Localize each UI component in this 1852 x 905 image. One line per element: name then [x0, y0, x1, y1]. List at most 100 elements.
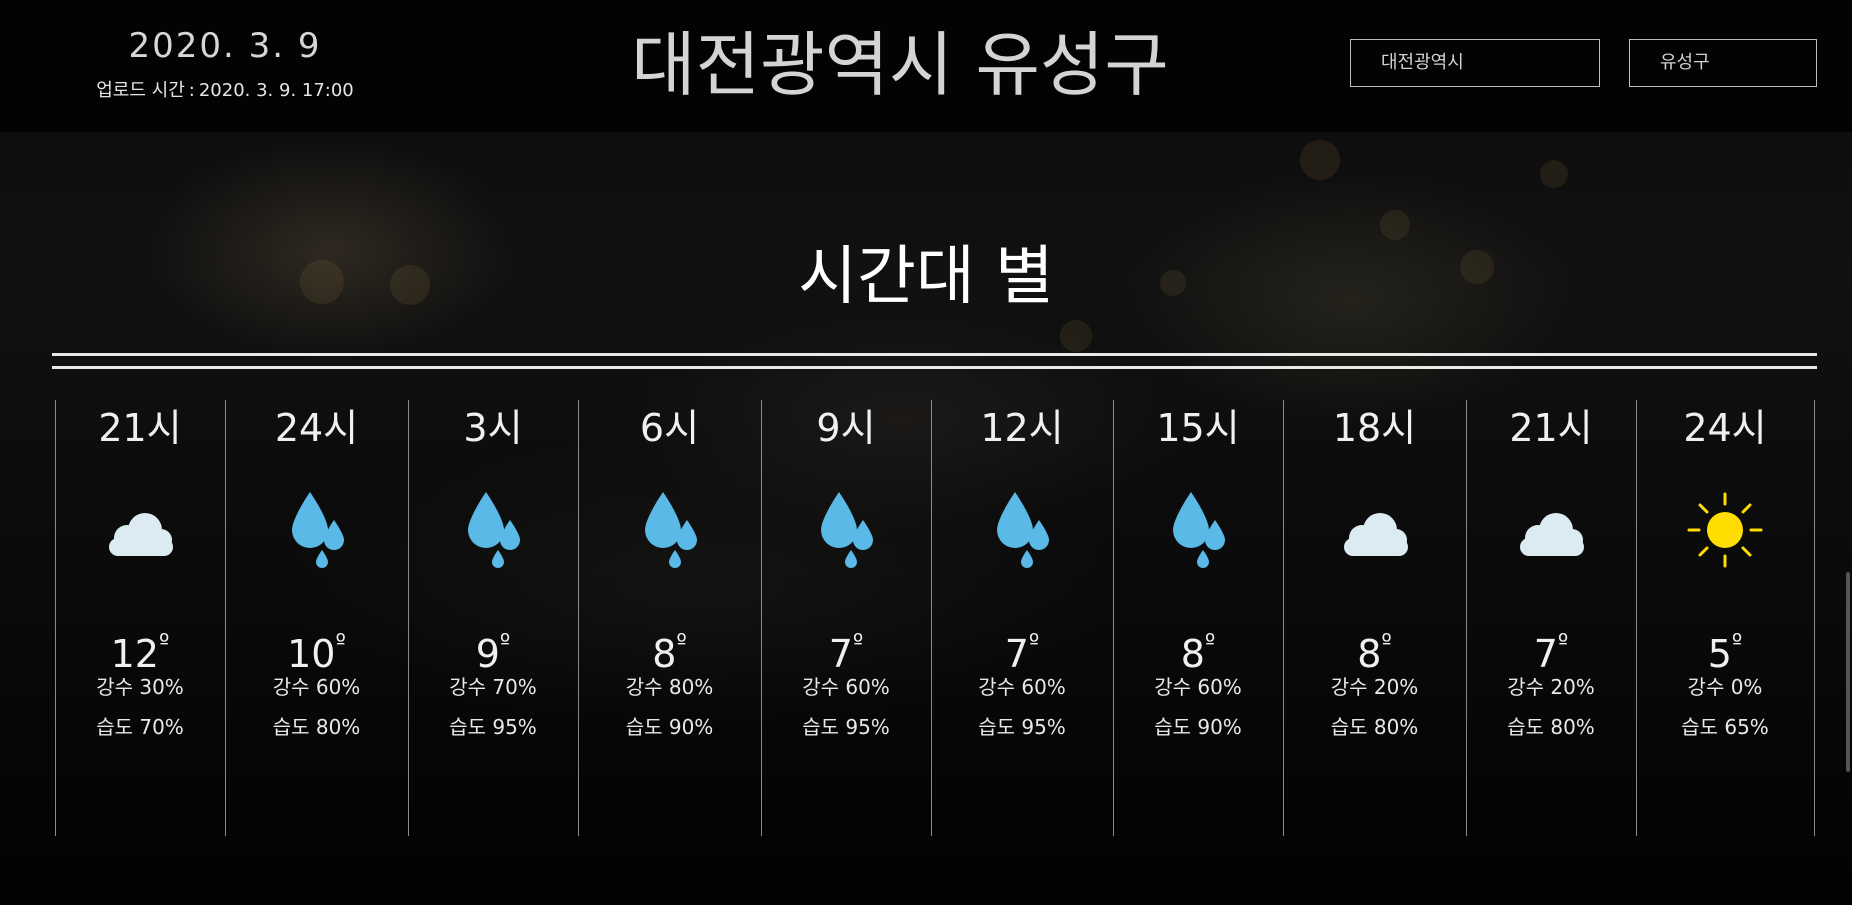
forecast-item: 24시 5º 강수 0% 습도 65% [1636, 400, 1814, 836]
column-divider [1113, 400, 1114, 836]
degree-symbol: º [852, 630, 864, 655]
forecast-temperature: 7º [761, 620, 931, 677]
column-divider [225, 400, 226, 836]
forecast-item: 9시 7º 강수 60% 습도 95% [761, 400, 931, 836]
forecast-hour: 18시 [1332, 406, 1417, 450]
forecast-precipitation: 강수 20% [1330, 675, 1419, 699]
degree-symbol: º [1204, 630, 1216, 655]
forecast-item: 12시 7º 강수 60% 습도 95% [931, 400, 1113, 836]
forecast-temperature: 10º [225, 620, 408, 677]
temperature-value: 8 [1180, 632, 1205, 676]
background-bokeh [1540, 160, 1568, 188]
degree-symbol: º [335, 630, 346, 655]
temperature-value: 7 [1533, 632, 1558, 676]
temperature-value: 12 [110, 632, 159, 676]
forecast-temperature: 8º [1113, 620, 1283, 677]
temperature-value: 8 [1357, 632, 1382, 676]
degree-symbol: º [1028, 630, 1040, 655]
forecast-humidity: 습도 65% [1681, 715, 1769, 739]
forecast-precipitation: 강수 80% [625, 675, 714, 699]
forecast-humidity: 습도 90% [625, 715, 714, 739]
rain-icon [272, 490, 362, 570]
forecast-humidity: 습도 95% [978, 715, 1066, 739]
forecast-humidity: 습도 90% [1154, 715, 1242, 739]
forecast-precipitation: 강수 60% [272, 675, 361, 699]
forecast-hour: 9시 [816, 406, 876, 450]
forecast-item: 21시 7º 강수 20% 습도 80% [1466, 400, 1636, 836]
city-title: 대전광역시 유성구 [631, 24, 1169, 106]
forecast-item: 24시 10º 강수 60% 습도 80% [225, 400, 408, 836]
column-divider [1283, 400, 1284, 836]
forecast-hour: 24시 [1683, 406, 1767, 450]
column-divider [578, 400, 579, 836]
forecast-precipitation: 강수 20% [1507, 675, 1595, 699]
forecast-hour: 21시 [98, 406, 182, 450]
degree-symbol: º [1381, 630, 1392, 655]
forecast-precipitation: 강수 30% [96, 675, 184, 699]
column-divider [55, 400, 56, 836]
forecast-temperature: 7º [931, 620, 1113, 677]
degree-symbol: º [676, 630, 687, 655]
temperature-value: 8 [652, 632, 677, 676]
scrollbar[interactable] [1846, 572, 1850, 772]
section-title: 시간대 별 [798, 240, 1054, 314]
forecast-item: 18시 8º 강수 20% 습도 80% [1283, 400, 1466, 836]
upload-time: 업로드 시간:2020. 3. 9. 17:00 [0, 76, 450, 102]
upload-time-label: 업로드 시간 [96, 80, 185, 101]
upload-time-value: 2020. 3. 9. 17:00 [198, 80, 354, 101]
forecast-temperature: 12º [55, 620, 225, 677]
temperature-value: 9 [475, 632, 500, 676]
forecast-humidity: 습도 70% [96, 715, 184, 739]
temperature-value: 7 [828, 632, 853, 676]
date-label: 2020. 3. 9 [128, 26, 322, 66]
forecast-hour: 24시 [274, 406, 359, 450]
sun-icon [1680, 490, 1770, 570]
temperature-value: 7 [1004, 632, 1029, 676]
temperature-value: 10 [287, 632, 336, 676]
background-bokeh [1300, 140, 1340, 180]
forecast-precipitation: 강수 0% [1687, 675, 1763, 699]
forecast-hour: 12시 [980, 406, 1064, 450]
forecast-precipitation: 강수 60% [1154, 675, 1242, 699]
forecast-humidity: 습도 80% [1330, 715, 1419, 739]
forecast-hour: 3시 [463, 406, 523, 450]
forecast-item: 15시 8º 강수 60% 습도 90% [1113, 400, 1283, 836]
forecast-precipitation: 강수 60% [978, 675, 1066, 699]
forecast-item: 21시 12º 강수 30% 습도 70% [55, 400, 225, 836]
temperature-value: 5 [1707, 632, 1732, 676]
cloud-icon [1330, 490, 1420, 570]
column-divider [1814, 400, 1815, 836]
degree-symbol: º [1557, 630, 1569, 655]
forecast-hour: 15시 [1156, 406, 1240, 450]
forecast-temperature: 7º [1466, 620, 1636, 677]
upload-time-separator: : [188, 80, 195, 101]
column-divider [408, 400, 409, 836]
column-divider [761, 400, 762, 836]
forecast-temperature: 8º [1283, 620, 1466, 677]
forecast-precipitation: 강수 60% [802, 675, 890, 699]
divider [52, 353, 1817, 356]
forecast-humidity: 습도 80% [1507, 715, 1595, 739]
background-bokeh [1060, 320, 1092, 352]
column-divider [931, 400, 932, 836]
rain-icon [448, 490, 538, 570]
forecast-hour: 21시 [1509, 406, 1593, 450]
degree-symbol: º [1731, 630, 1743, 655]
forecast-hour: 6시 [639, 406, 700, 450]
forecast-temperature: 8º [578, 620, 761, 677]
cloud-icon [95, 490, 185, 570]
province-select[interactable]: 대전광역시 [1350, 39, 1600, 87]
header-bar: 2020. 3. 9 업로드 시간:2020. 3. 9. 17:00 대전광역… [0, 0, 1852, 132]
degree-symbol: º [158, 630, 170, 655]
rain-icon [977, 490, 1067, 570]
forecast-precipitation: 강수 70% [449, 675, 537, 699]
forecast-item: 6시 8º 강수 80% 습도 90% [578, 400, 761, 836]
forecast-humidity: 습도 95% [802, 715, 890, 739]
column-divider [1636, 400, 1637, 836]
column-divider [1466, 400, 1467, 836]
divider [52, 366, 1817, 369]
rain-icon [801, 490, 891, 570]
district-select[interactable]: 유성구 [1629, 39, 1817, 87]
forecast-item: 3시 9º 강수 70% 습도 95% [408, 400, 578, 836]
